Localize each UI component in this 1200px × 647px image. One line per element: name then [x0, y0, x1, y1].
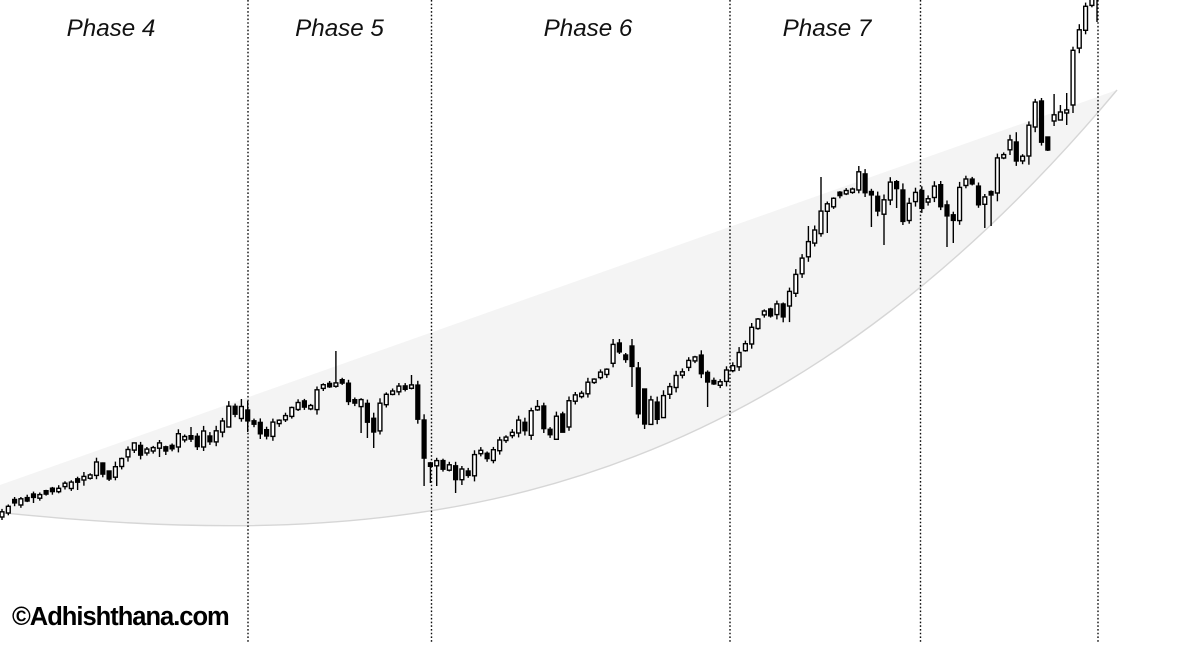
svg-text:Phase 7: Phase 7 [783, 15, 873, 42]
svg-text:Phase 4: Phase 4 [67, 15, 156, 42]
svg-text:Phase 5: Phase 5 [295, 15, 384, 42]
svg-text:Phase 6: Phase 6 [544, 15, 633, 42]
svg-text:©Adhishthana.com: ©Adhishthana.com [12, 603, 229, 631]
